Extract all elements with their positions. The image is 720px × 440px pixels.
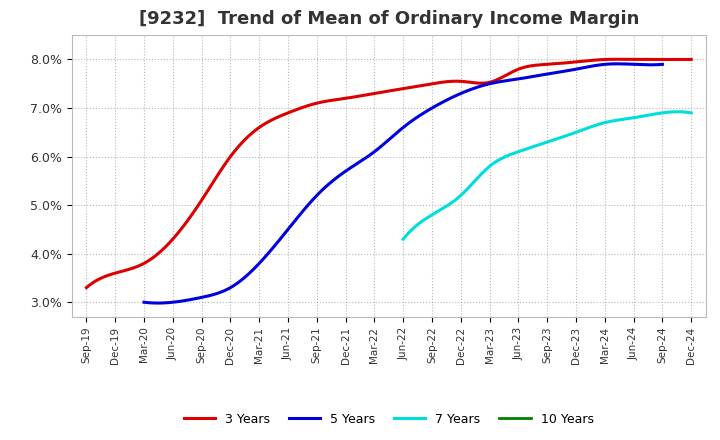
7 Years bbox=[492, 158, 501, 164]
Line: 5 Years: 5 Years bbox=[144, 64, 662, 303]
7 Years bbox=[580, 127, 589, 132]
7 Years bbox=[608, 118, 617, 124]
7 Years bbox=[399, 236, 408, 242]
Title: [9232]  Trend of Mean of Ordinary Income Margin: [9232] Trend of Mean of Ordinary Income … bbox=[139, 10, 639, 28]
3 Years bbox=[322, 99, 330, 104]
7 Years bbox=[607, 118, 616, 124]
3 Years bbox=[462, 79, 471, 84]
7 Years bbox=[674, 109, 683, 114]
3 Years bbox=[155, 250, 163, 255]
7 Years bbox=[433, 209, 442, 214]
7 Years bbox=[687, 110, 696, 116]
3 Years bbox=[82, 285, 91, 290]
5 Years bbox=[516, 76, 524, 81]
5 Years bbox=[518, 76, 526, 81]
5 Years bbox=[613, 61, 621, 66]
Line: 3 Years: 3 Years bbox=[86, 59, 691, 288]
3 Years bbox=[522, 64, 531, 70]
7 Years bbox=[513, 150, 521, 155]
3 Years bbox=[611, 57, 620, 62]
5 Years bbox=[467, 87, 476, 92]
5 Years bbox=[310, 195, 318, 201]
Line: 7 Years: 7 Years bbox=[403, 112, 691, 239]
5 Years bbox=[203, 293, 212, 299]
5 Years bbox=[346, 165, 355, 170]
5 Years bbox=[140, 300, 148, 305]
5 Years bbox=[154, 301, 163, 306]
3 Years bbox=[687, 57, 696, 62]
5 Years bbox=[658, 62, 667, 67]
3 Years bbox=[518, 65, 527, 70]
Legend: 3 Years, 5 Years, 7 Years, 10 Years: 3 Years, 5 Years, 7 Years, 10 Years bbox=[179, 407, 598, 430]
3 Years bbox=[279, 112, 288, 117]
